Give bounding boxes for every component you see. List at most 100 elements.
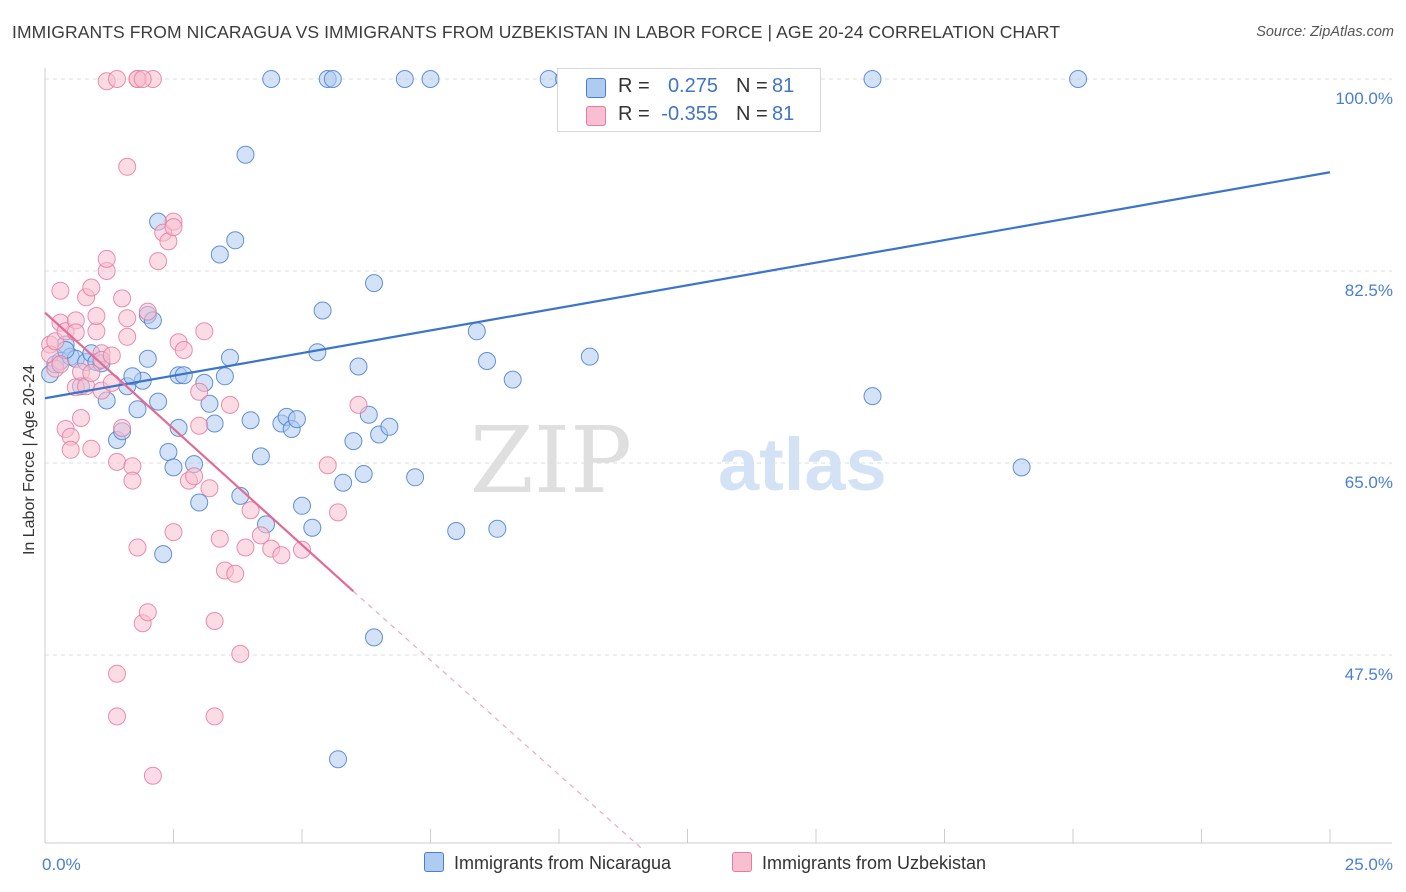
data-point <box>82 364 101 382</box>
data-point <box>293 540 311 559</box>
data-point <box>313 301 332 320</box>
r-value-uzbekistan: -0.355 <box>661 103 718 125</box>
data-point <box>293 496 311 515</box>
data-point <box>113 289 132 308</box>
data-point <box>51 281 70 300</box>
data-point <box>205 414 224 433</box>
legend-label-nicaragua: Immigrants from Nicaragua <box>454 853 672 873</box>
data-point <box>123 471 142 490</box>
data-point <box>149 252 168 271</box>
data-point <box>190 493 209 512</box>
data-point <box>164 218 183 237</box>
source-label: Source: ZipAtlas.com <box>1256 24 1394 40</box>
data-point <box>138 302 157 321</box>
data-point <box>580 347 599 366</box>
r-label: R = <box>618 75 650 97</box>
data-point <box>87 307 106 325</box>
data-point <box>205 612 224 630</box>
data-point <box>262 70 281 88</box>
watermark: ZIP atlas <box>470 407 887 514</box>
data-point <box>236 145 255 164</box>
data-point <box>118 309 137 328</box>
data-point <box>447 522 466 540</box>
data-point <box>61 440 80 459</box>
trend-line-uzbekistan <box>44 311 355 593</box>
data-point <box>236 538 255 557</box>
data-point <box>406 468 425 487</box>
data-point <box>421 70 440 88</box>
data-point <box>108 664 126 683</box>
data-point <box>226 564 245 583</box>
data-point <box>200 394 219 413</box>
axes <box>44 68 1392 844</box>
data-point <box>467 322 486 341</box>
x-tick-label: 0.0% <box>42 855 81 874</box>
data-point <box>231 644 250 663</box>
grid-lines <box>45 78 1392 656</box>
data-point <box>82 278 101 297</box>
data-point <box>108 452 126 471</box>
n-value-nicaragua: 81 <box>772 75 795 97</box>
data-point <box>185 467 204 486</box>
data-point <box>123 367 142 386</box>
data-point <box>395 70 414 88</box>
data-point <box>349 357 368 376</box>
data-point <box>195 322 214 341</box>
stats-row-nicaragua: R = 0.275 N = 81 <box>558 72 820 102</box>
data-point <box>205 707 224 726</box>
data-point <box>344 432 363 451</box>
data-point <box>118 157 137 176</box>
data-point <box>51 355 70 374</box>
data-point <box>164 523 183 542</box>
legend-item-nicaragua[interactable]: Immigrants from Nicaragua <box>424 852 671 874</box>
x-tick-label: 25.0% <box>1345 855 1393 874</box>
series-uzbekistan <box>41 70 368 785</box>
data-point <box>87 322 106 341</box>
y-tick-label: 65.0% <box>1345 473 1393 492</box>
data-point <box>1012 458 1031 477</box>
legend-item-uzbekistan[interactable]: Immigrants from Uzbekistan <box>732 852 986 874</box>
data-point <box>539 70 558 88</box>
stats-row-uzbekistan: R = -0.355 N = 81 <box>558 100 820 130</box>
watermark-zip: ZIP <box>470 407 632 514</box>
data-point <box>128 400 147 419</box>
data-point <box>323 70 342 88</box>
data-point <box>154 545 173 564</box>
y-tick-label: 82.5% <box>1345 281 1393 300</box>
data-point <box>118 327 137 346</box>
data-point <box>221 395 239 414</box>
y-tick-label: 100.0% <box>1335 89 1393 108</box>
data-point <box>354 465 373 483</box>
data-point <box>200 479 219 498</box>
n-value-uzbekistan: 81 <box>772 103 795 125</box>
data-point <box>108 70 126 88</box>
data-point <box>488 519 507 538</box>
data-point <box>113 418 132 437</box>
data-point <box>108 707 126 726</box>
data-point <box>210 529 229 548</box>
data-point <box>241 411 260 430</box>
trend-line-uzbekistan-extension <box>353 590 642 849</box>
data-point <box>287 410 306 429</box>
data-point <box>82 439 101 458</box>
legend-swatch-uzbekistan <box>732 852 752 872</box>
data-point <box>303 518 322 537</box>
data-point <box>72 409 90 427</box>
data-point <box>164 458 183 477</box>
stats-swatch-uzbekistan <box>586 106 606 126</box>
data-point <box>190 382 209 401</box>
data-point <box>210 245 229 264</box>
data-point <box>66 323 85 342</box>
legend-label-uzbekistan: Immigrants from Uzbekistan <box>762 853 987 873</box>
data-point <box>334 473 353 492</box>
data-point <box>215 367 234 386</box>
data-point <box>138 603 157 622</box>
data-point <box>251 526 270 545</box>
chart-title: IMMIGRANTS FROM NICARAGUA VS IMMIGRANTS … <box>12 22 1061 42</box>
data-point <box>97 249 116 268</box>
data-point <box>1069 70 1088 88</box>
data-point <box>478 352 496 370</box>
r-label: R = <box>618 103 650 125</box>
trend-line-nicaragua <box>44 171 1331 400</box>
